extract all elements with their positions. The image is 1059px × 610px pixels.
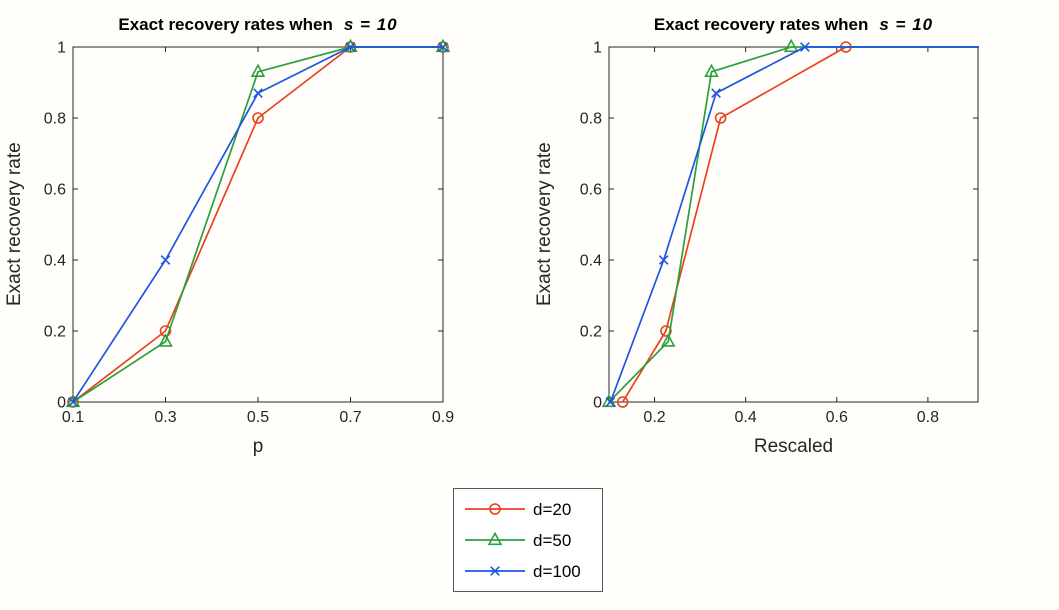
marker-circle (252, 112, 264, 124)
chart-right-title-text: Exact recovery rates when (653, 15, 869, 34)
x-tick-label: 0.6 (826, 409, 848, 426)
x-tick-label: 0.5 (247, 409, 269, 426)
y-tick-label: 0.8 (580, 111, 602, 128)
series-line (72, 46, 443, 403)
legend-entry-d=50: d=50 (463, 528, 602, 552)
plot-box (72, 46, 444, 403)
legend-entry-d=100: d=100 (463, 559, 602, 583)
y-tick-label: 0.6 (44, 182, 66, 199)
marker-triangle (783, 38, 799, 53)
legend: d=20 d=50 d=100 (453, 488, 603, 592)
marker-triangle (435, 38, 451, 53)
marker-x (438, 42, 448, 52)
series-d=50 (601, 38, 979, 408)
y-tick-label: 0 (57, 395, 66, 412)
chart-right-xlabel: Rescaled (753, 436, 834, 457)
y-tick-label: 0.4 (580, 253, 602, 270)
x-tick-label: 0.3 (154, 409, 176, 426)
y-tick-label: 0.4 (44, 253, 66, 270)
x-tick-label: 0.2 (643, 409, 665, 426)
legend-label: d=20 (533, 499, 572, 519)
marker-circle (616, 396, 629, 408)
legend-sample (465, 566, 525, 576)
y-tick-label: 1 (57, 40, 66, 57)
y-tick-label: 0.2 (580, 324, 602, 341)
legend-marker-triangle (487, 531, 503, 546)
marker-triangle (660, 333, 676, 347)
marker-x (160, 255, 171, 265)
marker-triangle (158, 333, 173, 347)
marker-circle (660, 325, 672, 337)
chart-left-title: Exact recovery rates when s = 10 (73, 15, 443, 39)
marker-x (68, 397, 78, 407)
plot-box (608, 46, 979, 403)
y-tick-label: 0 (593, 395, 602, 412)
chart-left-plot: 0.1 0.3 0.5 0.7 0.9 0 0.2 0.4 0.6 0.8 1 (44, 38, 454, 426)
marker-x (253, 88, 263, 99)
marker-triangle (65, 393, 81, 408)
chart-left-xlabel: p (252, 436, 264, 457)
series-d=50 (65, 38, 451, 408)
legend-marker-circle (489, 503, 501, 515)
marker-triangle (343, 38, 358, 53)
x-tick-label: 0.4 (735, 409, 757, 426)
marker-x (800, 42, 810, 52)
chart-left-ylabel: Exact recovery rate (4, 142, 25, 307)
legend-label: d=50 (533, 530, 572, 550)
chart-right-plot: 0.2 0.4 0.6 0.8 0 0.2 0.4 0.6 0.8 1 (580, 38, 979, 426)
y-tick-label: 1 (593, 40, 602, 57)
legend-sample (465, 531, 525, 546)
series-d=100 (68, 42, 448, 407)
series-line (72, 46, 443, 403)
y-tick-label: 0.6 (580, 182, 602, 199)
chart-right-title: Exact recovery rates when s = 10 (609, 15, 978, 39)
marker-x (345, 42, 356, 52)
series-line (608, 46, 979, 403)
chart-right-ylabel: Exact recovery rate (534, 142, 555, 307)
series-line (609, 46, 979, 403)
marker-circle (714, 112, 727, 124)
legend-label: d=100 (533, 561, 581, 581)
y-tick-label: 0.2 (44, 324, 66, 341)
chart-left-title-text: Exact recovery rates when (118, 15, 333, 34)
marker-x (711, 88, 721, 99)
marker-triangle (704, 63, 719, 77)
x-tick-label: 0.7 (339, 409, 361, 426)
series-d=100 (605, 42, 979, 407)
series-line (621, 46, 979, 403)
x-tick-label: 0.1 (62, 409, 84, 426)
x-tick-label: 0.9 (432, 409, 454, 426)
marker-triangle (250, 63, 266, 77)
chart-left-title-emph: s = 10 (343, 15, 398, 34)
series-d=20 (67, 41, 449, 408)
marker-x (605, 397, 616, 407)
marker-x (658, 255, 669, 265)
y-tick-label: 0.8 (44, 111, 66, 128)
legend-entry-d=20: d=20 (463, 497, 602, 521)
legend-marker-x (490, 566, 500, 576)
series-line (72, 46, 443, 403)
chart-right-title-emph: s = 10 (879, 15, 934, 34)
legend-sample (465, 503, 525, 515)
x-tick-label: 0.8 (917, 409, 939, 426)
